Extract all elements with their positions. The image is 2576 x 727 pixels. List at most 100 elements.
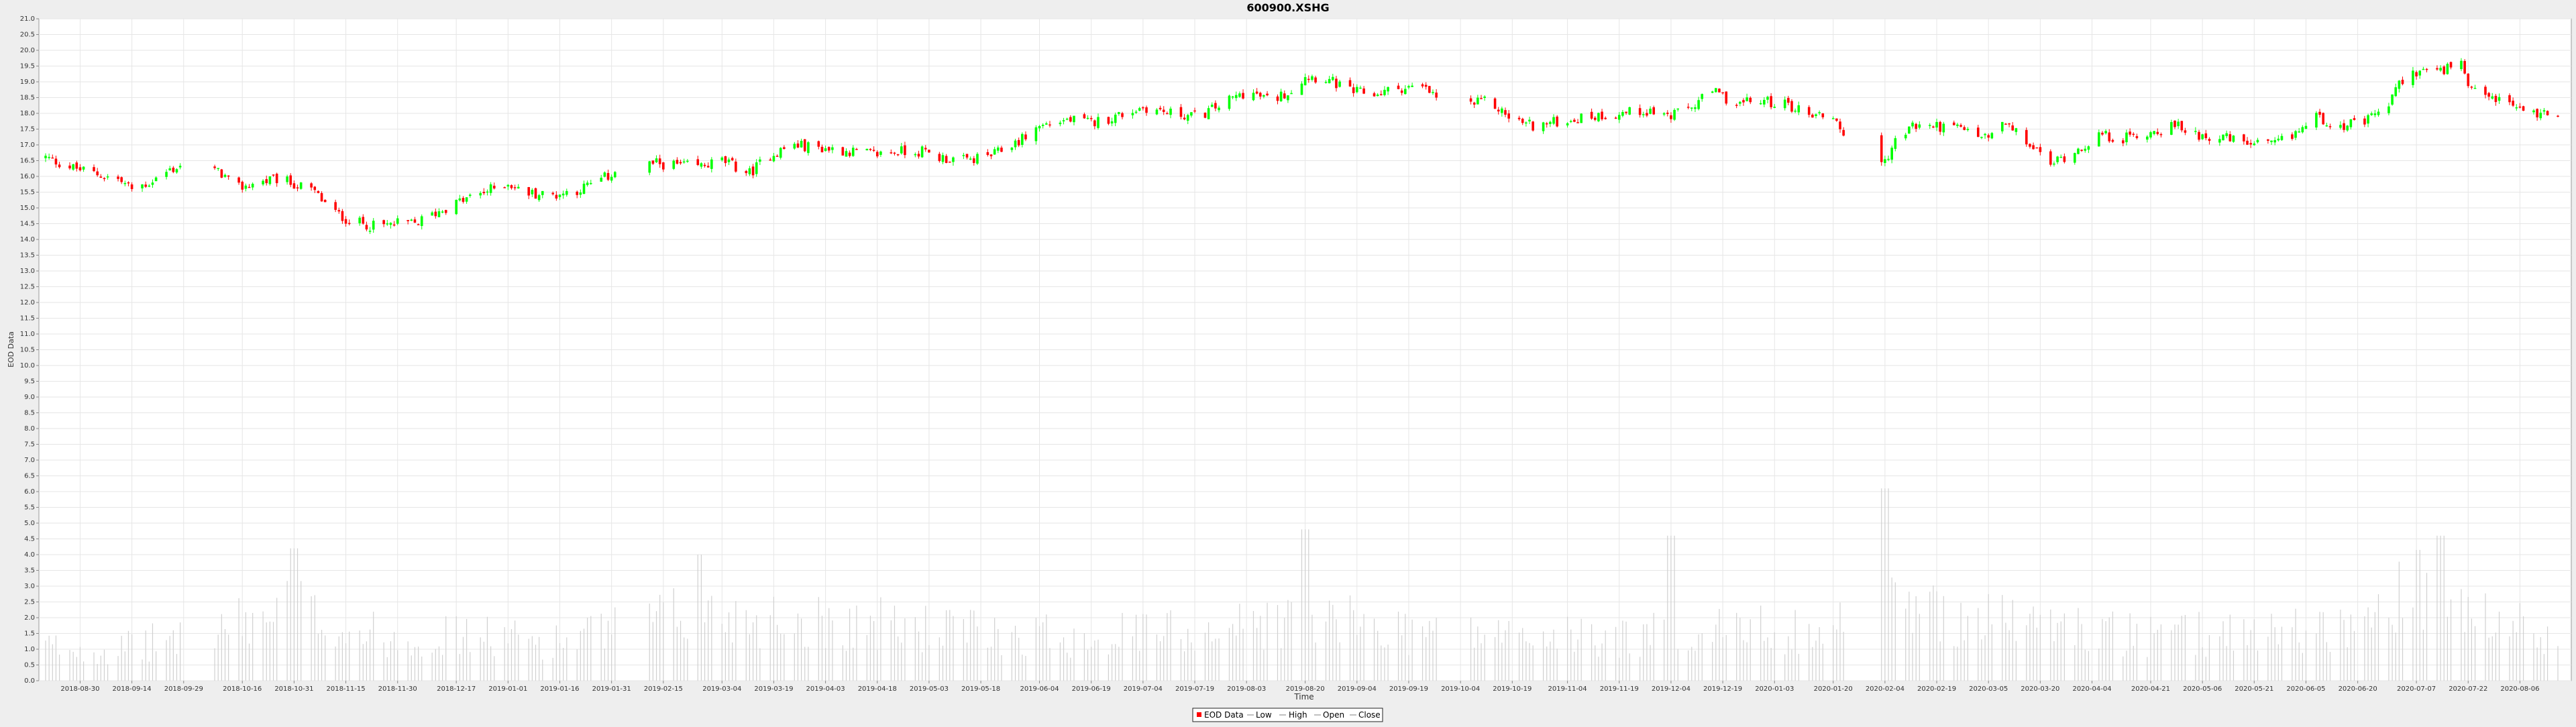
candle-body: [703, 164, 706, 166]
candle-body: [779, 148, 782, 158]
candle-body: [2170, 122, 2173, 135]
candle-body: [1480, 98, 1483, 99]
candle-body: [531, 190, 534, 194]
candle-body: [1966, 129, 1970, 130]
candle-body: [486, 191, 489, 193]
candle-body: [1569, 121, 1572, 122]
x-tick-label: 2018-09-14: [113, 685, 152, 693]
candle-body: [1059, 122, 1062, 125]
legend-label-high: High: [1289, 710, 1307, 720]
candle-body: [489, 184, 492, 193]
candle-body: [1404, 89, 1407, 95]
candle-body: [1134, 111, 1138, 113]
candle-body: [1718, 89, 1721, 93]
candle-body: [783, 147, 786, 150]
candle-body: [347, 223, 351, 225]
candle-body: [2353, 118, 2356, 120]
legend-label-eod: EOD Data: [1204, 710, 1244, 720]
x-tick-label: 2020-04-21: [2131, 685, 2170, 693]
candle-body: [700, 163, 703, 167]
candle-body: [651, 160, 655, 164]
y-tick-label: 17.0: [20, 142, 35, 149]
candle-body: [1207, 108, 1210, 119]
candle-body: [1742, 100, 1745, 103]
candle-body: [396, 218, 399, 224]
candle-body: [365, 225, 368, 230]
candle-body: [2101, 132, 2104, 135]
candle-body: [1928, 125, 1931, 126]
candle-body: [1307, 78, 1310, 80]
candle-body: [417, 224, 420, 225]
candle-body: [323, 200, 327, 203]
candle-body: [1359, 87, 1362, 89]
candle-body: [2156, 131, 2159, 134]
candle-body: [1987, 135, 1990, 138]
candle-body: [2467, 73, 2470, 87]
candle-body: [1542, 122, 1545, 131]
candle-body: [582, 183, 586, 194]
y-tick-label: 18.5: [20, 95, 35, 102]
candle-body: [368, 231, 372, 232]
candle-body: [2491, 96, 2494, 99]
candle-layer: [44, 58, 2559, 234]
candle-body: [2243, 134, 2245, 142]
candle-body: [286, 176, 288, 182]
y-tick-label: 3.0: [24, 583, 35, 590]
candle-body: [1908, 126, 1911, 134]
candle-body: [130, 184, 133, 189]
candle-body: [1811, 115, 1814, 118]
y-tick-label: 9.0: [24, 394, 35, 401]
candle-body: [1145, 107, 1148, 113]
y-tick-label: 16.5: [20, 158, 35, 165]
candle-body: [686, 160, 689, 162]
candle-body: [268, 176, 272, 184]
candle-body: [1000, 148, 1003, 152]
candle-body: [527, 186, 530, 196]
candle-body: [796, 143, 800, 148]
candle-body: [1783, 99, 1786, 109]
candle-body: [914, 154, 917, 156]
candle-body: [2318, 111, 2321, 115]
candle-body: [1014, 140, 1017, 148]
candle-body: [800, 140, 803, 148]
candle-body: [2367, 115, 2369, 124]
candle-body: [1842, 129, 1845, 136]
x-tick-label: 2019-03-19: [754, 685, 793, 693]
candle-body: [1290, 93, 1293, 95]
candle-body: [1263, 95, 1265, 97]
candle-body: [1062, 120, 1065, 121]
candle-body: [1528, 119, 1531, 121]
y-axis-label: EOD Data: [7, 331, 15, 368]
candle-body: [492, 185, 496, 188]
candle-body: [1831, 118, 1835, 119]
candle-body: [1790, 101, 1793, 112]
candle-body: [1835, 118, 1838, 121]
candle-body: [2059, 156, 2063, 158]
candle-body: [262, 180, 264, 184]
y-tick-label: 7.0: [24, 457, 35, 464]
x-tick-label: 2019-02-15: [644, 685, 683, 693]
candle-body: [437, 211, 441, 217]
candle-body: [1138, 108, 1141, 111]
candle-body: [2104, 131, 2107, 133]
candle-body: [576, 191, 579, 195]
candle-body: [2412, 70, 2414, 85]
candle-body: [1493, 98, 1497, 109]
candle-body: [1984, 133, 1986, 135]
candle-body: [320, 192, 323, 202]
candle-body: [2132, 133, 2135, 135]
candle-body: [997, 147, 1000, 151]
volume-layer: [45, 488, 2559, 681]
candle-body: [1348, 80, 1352, 87]
candle-body: [372, 221, 375, 230]
candle-body: [317, 190, 320, 193]
candle-body: [1276, 96, 1279, 101]
candle-body: [1266, 93, 1269, 96]
candle-body: [1300, 83, 1303, 95]
candle-body: [879, 151, 882, 155]
x-tick-label: 2020-03-05: [1969, 685, 2008, 693]
candle-body: [1580, 113, 1582, 123]
candle-body: [72, 164, 74, 170]
candle-body: [93, 167, 95, 172]
